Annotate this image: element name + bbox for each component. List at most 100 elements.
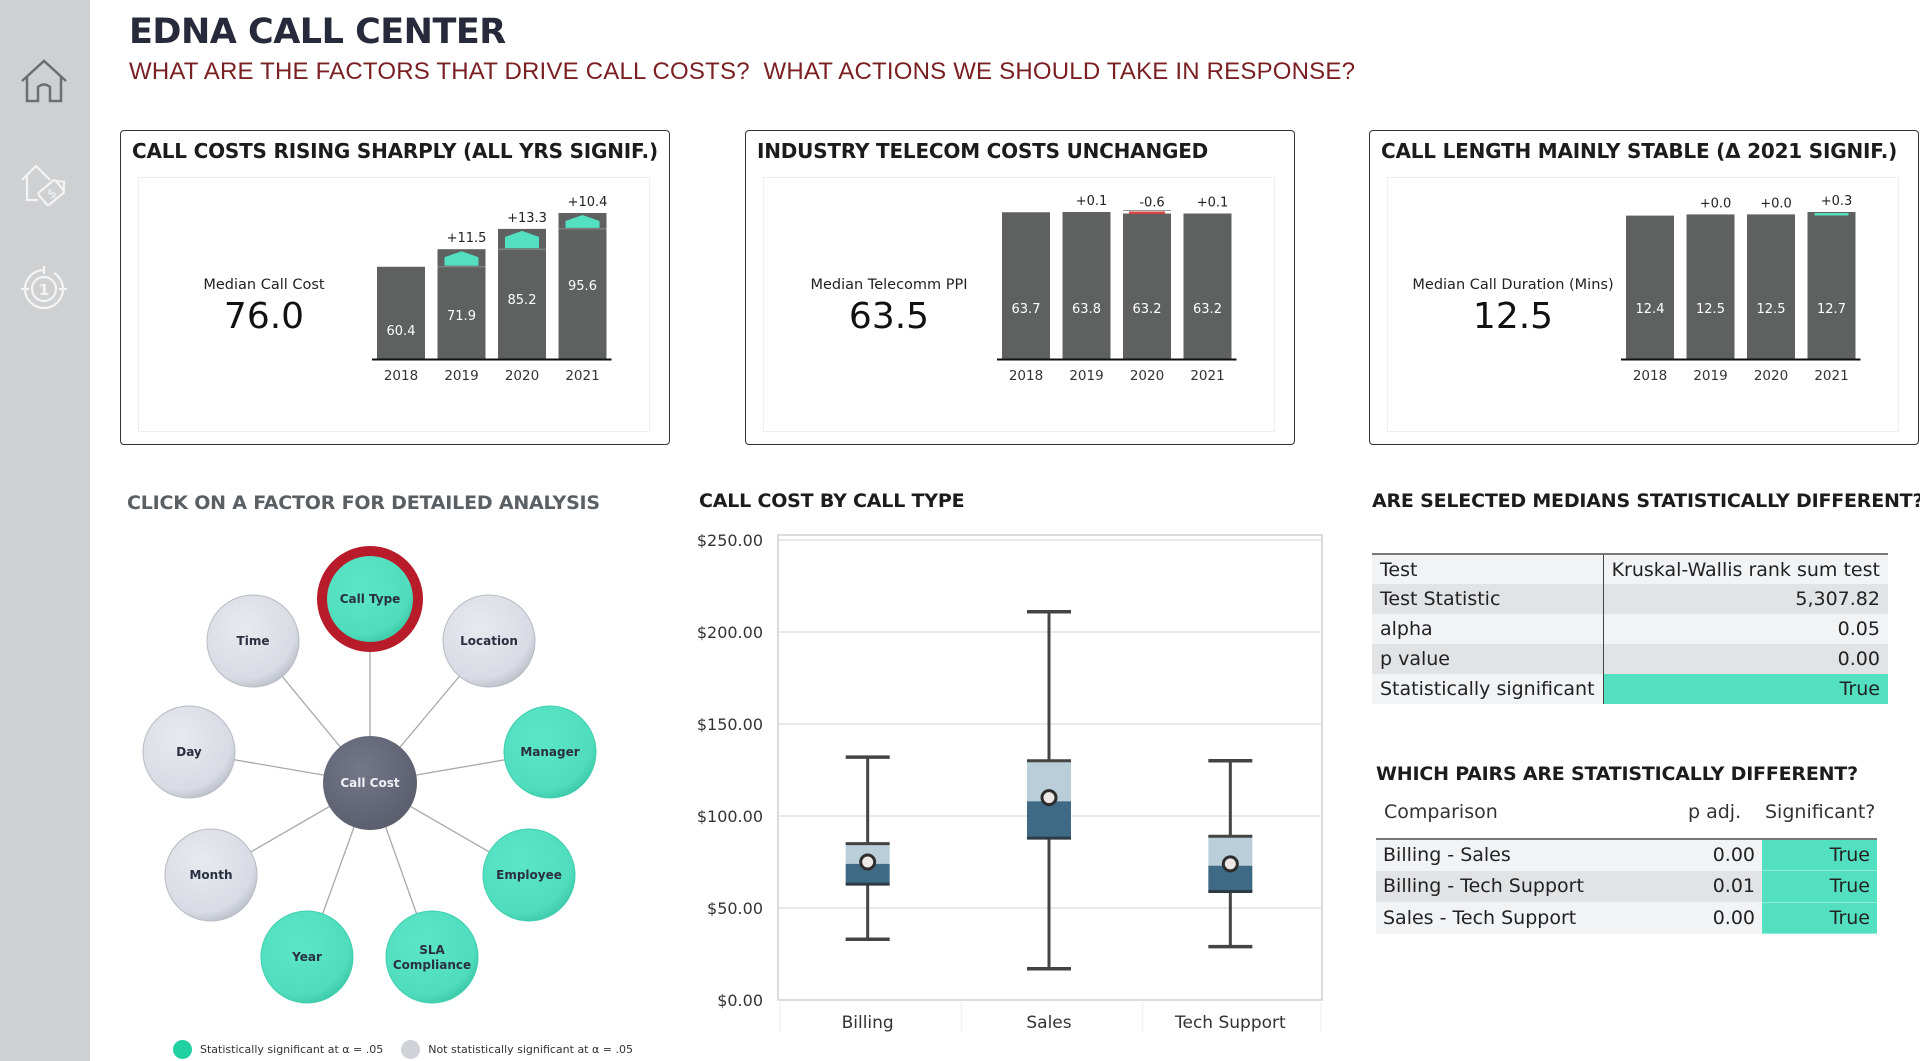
factor-node-month[interactable]: Month [164, 828, 258, 922]
factor-legend: Statistically significant at α = .05 Not… [173, 1038, 633, 1060]
call-cost-boxplot: $250.00 $200.00 $150.00 $100.00 $50.00 $0.00 B… [697, 531, 1323, 1033]
year-label: 2021 [1190, 368, 1224, 384]
call-cost-bar-chart: 60.4 2018 +11.5 71.9 2019 +13.3 85.2 2020 +10.4 9… [372, 195, 612, 384]
kpi-label: Median Call Duration (Mins) [1412, 277, 1614, 293]
factor-node-manager[interactable]: Manager [503, 705, 597, 799]
mean-marker [1221, 855, 1239, 873]
factor-node-location[interactable]: Location [442, 594, 536, 688]
factor-node-year[interactable]: Year [260, 910, 354, 1004]
box-tech-support[interactable] [1208, 759, 1253, 949]
sidebar: $ 1 [0, 0, 90, 1061]
factor-node-employee[interactable]: Employee [482, 828, 576, 922]
delta-label: -0.6 [1139, 196, 1164, 211]
factor-section-title: CLICK ON A FACTOR FOR DETAILED ANALYSIS [127, 492, 600, 514]
delta-label: +0.1 [1076, 194, 1108, 209]
table-row: p value 0.00 [1372, 644, 1888, 674]
telecom-ppi-bar-chart: 63.7 2018 +0.1 63.8 2019 -0.6 63.2 2020 +0.1 63.2… [997, 194, 1237, 384]
kruskal-wallis-table: Test Kruskal-Wallis rank sum test Test S… [1372, 553, 1888, 704]
category-label: Billing [842, 1013, 894, 1033]
year-label: 2021 [565, 368, 599, 384]
increase-marker [1814, 213, 1849, 216]
bar[interactable] [1626, 215, 1674, 359]
bar-value-label: 85.2 [508, 293, 537, 308]
factor-label: SLA [419, 943, 445, 957]
bar[interactable] [1686, 214, 1735, 359]
bar-value-label: 63.7 [1012, 302, 1041, 317]
table-row: Sales - Tech Support 0.00 True [1376, 902, 1877, 934]
factor-node-time[interactable]: Time [206, 594, 300, 688]
delta-label: +11.5 [447, 231, 487, 246]
year-label: 2019 [1693, 368, 1727, 384]
factor-label: Employee [496, 868, 562, 882]
call-costs-nav-button[interactable]: $ [18, 158, 70, 210]
factor-node-call-cost[interactable]: Call Cost [323, 736, 417, 830]
bar[interactable] [1123, 213, 1171, 360]
bar-value-label: 60.4 [387, 324, 416, 339]
stat-key: p value [1372, 644, 1604, 674]
card-title: CALL COSTS RISING SHARPLY (ALL YRS SIGNI… [132, 139, 658, 163]
comparison-header[interactable]: Comparison [1384, 801, 1498, 823]
stat-key: Test Statistic [1372, 584, 1604, 614]
factor-label: Day [176, 745, 202, 759]
factor-node-day[interactable]: Day [142, 705, 236, 799]
bar-value-label: 12.5 [1696, 302, 1725, 317]
box-billing[interactable] [845, 755, 890, 942]
year-label: 2020 [505, 368, 539, 384]
bar-value-label: 95.6 [568, 279, 597, 294]
increase-arrow-icon [565, 215, 600, 228]
delta-label: +10.4 [568, 195, 608, 210]
factor-label: Compliance [393, 958, 471, 972]
bar[interactable] [1747, 214, 1795, 359]
bar-value-label: 12.4 [1636, 302, 1665, 317]
bar-value-label: 71.9 [447, 309, 476, 324]
table-row: Test Statistic 5,307.82 [1372, 584, 1888, 614]
factor-label: Call Type [340, 592, 401, 606]
factor-analysis-nav-button[interactable]: 1 [18, 262, 70, 314]
bar-value-label: 12.7 [1817, 302, 1846, 317]
bar[interactable] [558, 213, 607, 359]
delta-label: +0.1 [1197, 196, 1229, 211]
delta-label: +13.3 [507, 211, 547, 226]
stat-value: Kruskal-Wallis rank sum test [1603, 554, 1888, 584]
box-sales[interactable] [1027, 610, 1071, 971]
factor-label: Time [237, 634, 270, 648]
p-adj-cell: 0.00 [1662, 839, 1762, 871]
p-adj-cell: 0.01 [1662, 870, 1762, 902]
center-label: Call Cost [340, 776, 400, 790]
bar[interactable] [1062, 212, 1111, 359]
bar[interactable] [1183, 213, 1232, 360]
p-adj-cell: 0.00 [1662, 902, 1762, 934]
year-label: 2019 [444, 368, 478, 384]
bar[interactable] [1002, 212, 1050, 359]
mean-marker [859, 853, 877, 871]
comparison-cell: Billing - Tech Support [1376, 870, 1662, 902]
page-subtitle: WHAT ARE THE FACTORS THAT DRIVE CALL COS… [129, 58, 1356, 85]
factor-label: Location [460, 634, 518, 648]
increase-arrow-icon [505, 230, 539, 249]
stat-key: alpha [1372, 614, 1604, 644]
significant-cell: True [1762, 870, 1877, 903]
mean-marker [1040, 789, 1058, 807]
year-label: 2018 [1633, 368, 1667, 384]
comparison-cell: Billing - Sales [1376, 839, 1662, 871]
y-tick-label: $150.00 [697, 715, 763, 734]
bar[interactable] [1807, 212, 1856, 359]
p-adj-header[interactable]: p adj. [1688, 801, 1742, 823]
y-tick-label: $250.00 [697, 531, 763, 550]
bar[interactable] [437, 249, 486, 359]
house-price-tag-icon: $ [21, 164, 66, 207]
call-length-card: CALL LENGTH MAINLY STABLE (Δ 2021 SIGNIF… [1369, 130, 1919, 445]
factor-label: Year [291, 950, 322, 964]
stats-title: ARE SELECTED MEDIANS STATISTICALLY DIFFE… [1372, 490, 1920, 512]
not-significant-legend-label: Not statistically significant at α = .05 [428, 1042, 633, 1056]
bar[interactable] [377, 266, 425, 359]
significant-header[interactable]: Significant? [1765, 801, 1876, 823]
increase-arrow-icon [444, 251, 479, 266]
home-button[interactable] [18, 55, 70, 107]
table-row: Test Kruskal-Wallis rank sum test [1372, 554, 1888, 584]
delta-label: +0.0 [1700, 196, 1732, 211]
bar[interactable] [498, 228, 546, 359]
card-title: CALL LENGTH MAINLY STABLE (Δ 2021 SIGNIF… [1381, 139, 1898, 163]
factor-node-call-type[interactable]: Call Type [317, 546, 423, 652]
